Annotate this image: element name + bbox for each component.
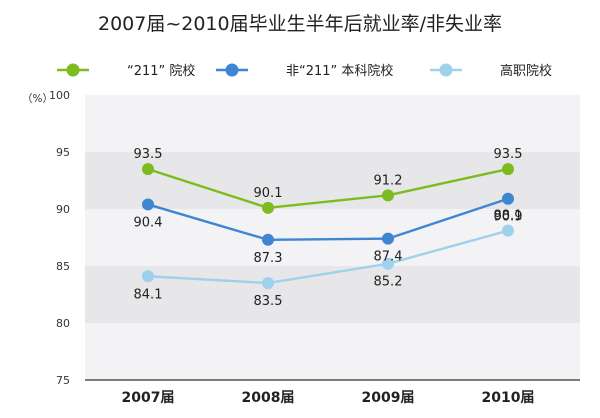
data-point [142, 198, 154, 211]
x-tick-label: 2010届 [482, 390, 535, 406]
chart-title: 2007届~2010届毕业生半年后就业率/非失业率 [98, 13, 502, 35]
data-label: 84.1 [134, 287, 163, 302]
series-line [147, 167, 509, 210]
x-tick-label: 2008届 [242, 390, 295, 406]
y-tick-label: 90 [56, 203, 70, 216]
data-label: 83.5 [254, 294, 283, 309]
axes: 75 80 85 90 95 100 2007届 2008届 2009届 2010届 [49, 89, 580, 406]
grid-band [85, 323, 580, 380]
data-labels: 93.5 90.1 91.2 93.5 90.4 87.3 87.4 90.9 84.1 83.5… [134, 147, 523, 309]
data-point [142, 270, 154, 283]
legend-label: “211” 院校 [127, 63, 195, 79]
data-label: 90.9 [494, 210, 523, 225]
legend: “211” 院校 非“211” 本科院校 高职院校 [57, 63, 552, 79]
data-point [382, 189, 394, 202]
data-point [382, 232, 394, 245]
data-point [502, 192, 514, 205]
data-label: 93.5 [494, 147, 523, 162]
y-axis-unit: （%） [22, 93, 53, 105]
grid-bands [85, 95, 580, 380]
legend-marker [225, 63, 239, 77]
series-line [147, 197, 509, 241]
x-tick-label: 2007届 [122, 390, 175, 406]
legend-label: 非“211” 本科院校 [286, 63, 393, 79]
data-label: 93.5 [134, 147, 163, 162]
x-tick-label: 2009届 [362, 390, 415, 406]
grid-band [85, 152, 580, 209]
data-point [262, 201, 274, 214]
data-point [262, 233, 274, 246]
data-label: 85.2 [374, 275, 403, 290]
y-tick-label: 100 [49, 89, 70, 102]
series-points [142, 163, 514, 290]
y-tick-label: 80 [56, 317, 70, 330]
y-tick-label: 85 [56, 260, 70, 273]
data-label: 87.3 [254, 251, 283, 266]
data-point [502, 224, 514, 237]
grid-band [85, 95, 580, 152]
y-tick-label: 95 [56, 146, 70, 159]
data-label: 88.1 [494, 209, 523, 224]
grid-band [85, 266, 580, 323]
legend-marker [66, 63, 80, 77]
grid-band [85, 209, 580, 266]
legend-label: 高职院校 [500, 63, 552, 79]
series-lines [147, 167, 509, 285]
data-point [382, 257, 394, 270]
legend-marker [439, 63, 453, 77]
data-label: 90.1 [254, 186, 283, 201]
y-tick-label: 75 [56, 374, 70, 387]
data-label: 91.2 [374, 173, 403, 188]
series-line [147, 229, 509, 285]
data-point [142, 163, 154, 176]
data-label: 90.4 [134, 215, 163, 230]
data-point [262, 277, 274, 290]
data-label: 87.4 [374, 250, 403, 265]
data-point [502, 163, 514, 176]
